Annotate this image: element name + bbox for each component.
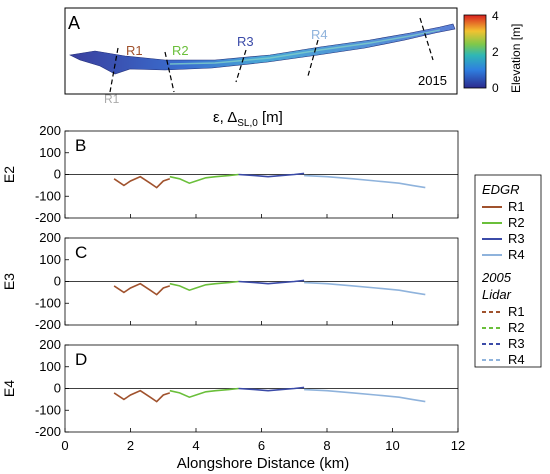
y-tick-label: 0 [54, 274, 61, 289]
panel-letter: C [75, 243, 87, 262]
legend-label-lidar-r3: R3 [508, 336, 525, 351]
panel-a-letter: A [68, 13, 80, 33]
y-tick-label: -100 [35, 188, 61, 203]
y-axis-label: E2 [1, 166, 17, 183]
x-tick-label: 0 [61, 438, 68, 453]
island-shape [69, 23, 456, 75]
y-axis-label: E4 [1, 380, 17, 397]
chart-panels: B2001000-100-200E2C2001000-100-200E3D200… [1, 123, 465, 453]
series-line-r2 [169, 173, 239, 185]
y-tick-label: 100 [39, 359, 61, 374]
divider-r2 [164, 51, 175, 93]
y-tick-label: 200 [39, 123, 61, 138]
x-axis-label: Alongshore Distance (km) [177, 455, 350, 472]
series-line-r1 [113, 389, 171, 403]
series-line-r2 [169, 280, 239, 292]
series-line-r2 [169, 387, 239, 399]
series-line-r3 [238, 279, 305, 285]
partial-label: R1 [104, 92, 120, 106]
series-line-r3 [238, 172, 305, 178]
series-line-r4 [304, 388, 426, 403]
x-tick-label: 10 [385, 438, 399, 453]
y-tick-label: -200 [35, 317, 61, 332]
y-tick-label: 100 [39, 252, 61, 267]
legend-title-edgr: EDGR [482, 182, 520, 197]
y-axis-label: E3 [1, 273, 17, 290]
legend-label-edgr-r3: R3 [508, 231, 525, 246]
colorbar-tick-2: 2 [492, 45, 499, 59]
legend-label-edgr-r1: R1 [508, 199, 525, 214]
panel-c: C 200 100 0 -100 -200 E3 [1, 230, 459, 332]
legend-title-2005: 2005 [481, 270, 512, 285]
y-tick-label: -200 [35, 210, 61, 225]
region-label-r4: R4 [311, 27, 328, 42]
panel-b: B 200 100 0 -100 -200 E2 [1, 123, 459, 225]
region-label-r1: R1 [126, 43, 143, 58]
panel-a-frame [64, 7, 458, 95]
colorbar [463, 14, 487, 89]
legend-label-edgr-r4: R4 [508, 247, 525, 262]
top-axis-label: ε, ΔSL,0 [m] [213, 109, 283, 129]
panel-a: A R1 R2 R3 R4 2015 R1 4 2 0 Elevation [m… [64, 7, 523, 106]
series-line-r1 [113, 175, 171, 189]
x-tick-label: 2 [127, 438, 134, 453]
y-tick-label: 0 [54, 381, 61, 396]
x-tick-label: 4 [192, 438, 199, 453]
y-tick-label: 200 [39, 230, 61, 245]
x-tick-label: 8 [323, 438, 330, 453]
x-tick-label: 6 [258, 438, 265, 453]
divider-end [419, 17, 434, 61]
panel-d: D 200 100 0 -100 -200 E4 [1, 337, 459, 439]
legend-label-lidar-r4: R4 [508, 352, 525, 367]
legend-label-lidar-r2: R2 [508, 320, 525, 335]
y-tick-label: -100 [35, 402, 61, 417]
island-highlight [169, 29, 441, 65]
series-line-r1 [113, 282, 171, 296]
x-tick-label: 12 [451, 438, 465, 453]
colorbar-tick-4: 4 [492, 9, 499, 23]
series-line-r3 [238, 386, 305, 392]
series-line-r4 [304, 174, 426, 189]
colorbar-label: Elevation [m] [509, 24, 523, 93]
y-tick-label: -100 [35, 295, 61, 310]
panel-letter: D [75, 350, 87, 369]
divider-r3 [235, 49, 247, 83]
panel-letter: B [75, 136, 86, 155]
y-tick-label: 0 [54, 167, 61, 182]
region-label-r3: R3 [237, 34, 254, 49]
legend-label-edgr-r2: R2 [508, 215, 525, 230]
colorbar-tick-0: 0 [492, 81, 499, 95]
y-tick-label: -200 [35, 424, 61, 439]
series-line-r4 [304, 281, 426, 296]
y-tick-label: 200 [39, 337, 61, 352]
legend-title-lidar: Lidar [482, 287, 512, 302]
y-tick-label: 100 [39, 145, 61, 160]
region-label-r2: R2 [172, 43, 189, 58]
legend-label-lidar-r1: R1 [508, 304, 525, 319]
year-label: 2015 [418, 73, 447, 88]
divider-r4 [307, 39, 319, 77]
